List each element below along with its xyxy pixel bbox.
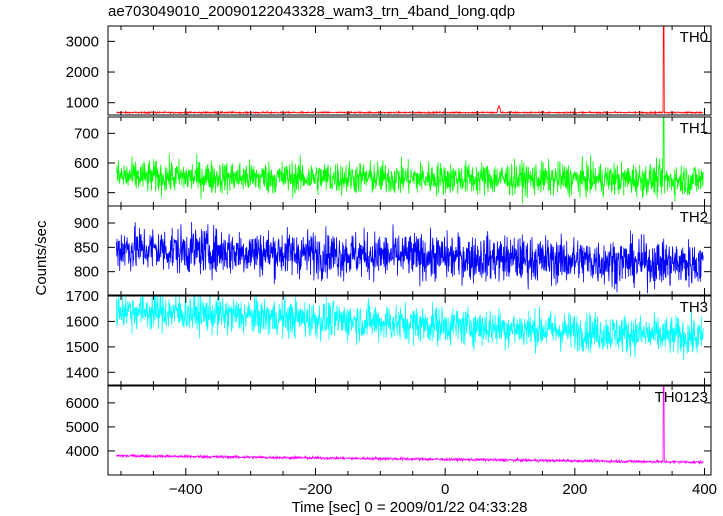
- y-tick-label: 1000: [66, 95, 99, 112]
- y-tick-label: 6000: [66, 395, 99, 412]
- x-tick-label: 200: [562, 481, 587, 498]
- y-tick-label: 900: [74, 215, 99, 232]
- panel-label: TH1: [680, 120, 708, 137]
- panel-th1: 500 600 700 TH1: [74, 116, 712, 207]
- series-th3: [116, 295, 704, 361]
- panel-th3: 1400 1500 1600 1700 TH3: [66, 288, 712, 386]
- panel-frame: [107, 295, 712, 386]
- panel-frame: [107, 116, 712, 207]
- panel-th0: 1000 2000 3000 TH0: [66, 25, 712, 116]
- panel-label: TH0123: [655, 389, 708, 406]
- y-tick-label: 1500: [66, 339, 99, 356]
- x-tick-label: 400: [692, 481, 717, 498]
- panel-frame: [107, 385, 712, 476]
- panel-th0123: 4000 5000 6000 TH0123: [66, 385, 712, 476]
- y-tick-label: 2000: [66, 64, 99, 81]
- chart-title: ae703049010_20090122043328_wam3_trn_4ban…: [108, 3, 516, 20]
- y-tick-label: 3000: [66, 33, 99, 50]
- series-th0: [116, 25, 704, 116]
- panel-frame: [107, 25, 712, 116]
- series-th1: [116, 116, 704, 204]
- panel-label: TH2: [680, 209, 708, 226]
- y-tick-label: 1700: [66, 288, 99, 305]
- panel-label: TH0: [680, 29, 708, 46]
- x-tick-label: −200: [299, 481, 333, 498]
- y-tick-label: 700: [74, 125, 99, 142]
- y-tick-label: 1600: [66, 313, 99, 330]
- x-tick-label: 0: [441, 481, 449, 498]
- y-tick-label: 850: [74, 239, 99, 256]
- y-tick-label: 800: [74, 264, 99, 281]
- panel-th2: 800 850 900 TH2: [74, 205, 712, 296]
- y-tick-label: 1400: [66, 364, 99, 381]
- y-tick-label: 500: [74, 185, 99, 202]
- x-tick-label: −400: [169, 481, 203, 498]
- series-th2: [116, 221, 704, 294]
- y-tick-label: 5000: [66, 419, 99, 436]
- panel-frame: [107, 205, 712, 296]
- x-axis-label: Time [sec] 0 = 2009/01/22 04:33:28: [292, 499, 528, 516]
- y-tick-label: 4000: [66, 443, 99, 460]
- panel-label: TH3: [680, 299, 708, 316]
- y-tick-label: 600: [74, 155, 99, 172]
- y-axis-label: Counts/sec: [33, 220, 50, 296]
- series-th0123: [116, 385, 704, 465]
